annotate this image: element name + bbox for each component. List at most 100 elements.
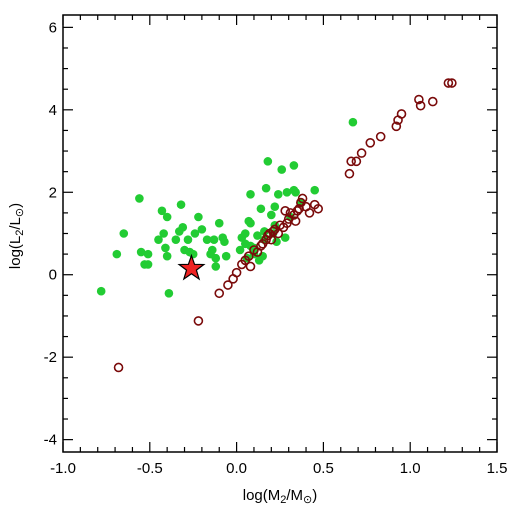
data-point-filled (260, 227, 269, 236)
axis-label-part: log(M (243, 487, 281, 504)
data-point-filled (188, 249, 198, 259)
data-point-open (415, 100, 426, 111)
data-point-filled (273, 190, 283, 199)
data-point-filled (143, 249, 153, 259)
data-point-filled (207, 245, 217, 255)
data-point-open (231, 267, 242, 278)
axis-label-part: /M (286, 487, 303, 504)
data-point-filled (348, 117, 358, 127)
axis-label-part: ) (312, 487, 317, 504)
data-point-filled (164, 288, 174, 298)
data-point-open (256, 241, 266, 251)
data-point-open (414, 94, 424, 105)
data-point-open (280, 206, 291, 216)
data-point-open (268, 226, 278, 237)
data-point-open (214, 288, 225, 299)
x-axis-label: log(M2/M⊙) (243, 487, 318, 506)
data-point-open (365, 138, 376, 148)
data-point-filled (282, 187, 292, 197)
data-point-filled (253, 231, 262, 240)
data-point-open (344, 168, 355, 179)
data-point-filled (154, 235, 163, 244)
data-point-open (346, 156, 356, 167)
axis-label-subscript: ⊙ (14, 208, 26, 217)
axes: -1.0 -0.5 0.0 0.5 1.0 1.5 -4 -2 0 2 4 6 (44, 14, 508, 477)
axis-label-part: log(L (7, 236, 24, 269)
data-point-filled (261, 183, 271, 193)
data-point-filled (289, 161, 299, 170)
data-point-open (375, 131, 386, 142)
data-point-open (443, 78, 454, 88)
x-tick-label: 0.0 (226, 460, 247, 477)
x-tick-label: -1.0 (50, 460, 76, 477)
data-point-filled (246, 190, 255, 199)
data-point-filled (211, 253, 221, 263)
data-point-filled (235, 245, 245, 255)
data-point-filled (214, 218, 224, 228)
axis-label-subscript: 2 (280, 494, 286, 506)
data-point-open (193, 316, 204, 326)
data-point-filled (221, 251, 231, 261)
data-point-filled (291, 187, 300, 197)
x-tick-label: 1.0 (400, 460, 421, 477)
data-point-filled (190, 229, 200, 238)
y-tick-label: -4 (44, 432, 57, 449)
axis-label-subscript: 2 (14, 230, 26, 236)
data-point-filled (194, 212, 203, 222)
data-point-filled (143, 260, 153, 269)
data-point-filled (136, 247, 146, 257)
data-point-open (356, 148, 367, 158)
data-point-filled (263, 157, 273, 166)
data-point-open (245, 261, 256, 272)
data-point-filled (246, 218, 255, 228)
y-axis-label: log(L2/L⊙) (7, 203, 26, 269)
y-tick-label: 4 (49, 102, 57, 119)
data-point-filled (211, 262, 221, 271)
data-point-filled (240, 229, 250, 238)
data-point-filled (220, 237, 229, 247)
axis-label-subscript: ⊙ (303, 494, 312, 506)
data-marks (96, 78, 457, 373)
x-tick-label: -0.5 (137, 460, 163, 477)
data-point-filled (171, 235, 181, 244)
y-tick-label: 0 (49, 267, 57, 284)
data-point-filled (159, 229, 168, 238)
data-point-filled (157, 206, 167, 216)
data-point-open (297, 193, 308, 204)
data-point-filled (178, 223, 188, 232)
data-point-open (292, 206, 303, 216)
data-point-filled (256, 204, 266, 214)
data-point-open (304, 208, 315, 218)
data-point-filled (162, 251, 172, 261)
data-point-open (313, 203, 323, 214)
data-point-filled (310, 185, 320, 195)
y-tick-label: -2 (44, 349, 57, 366)
data-point-filled (270, 202, 280, 212)
data-point-open (351, 156, 362, 167)
axis-label-part: ) (7, 203, 24, 208)
data-point-open (391, 121, 402, 132)
data-point-filled (277, 165, 287, 174)
y-tick-label: 6 (49, 19, 57, 36)
data-point-open (447, 78, 457, 88)
data-point-filled (272, 237, 281, 247)
data-point-filled (267, 210, 276, 220)
data-point-filled (135, 194, 144, 203)
data-point-filled (161, 243, 170, 253)
data-point-filled (197, 225, 207, 234)
data-point-open (223, 280, 233, 290)
data-point-filled (119, 229, 129, 238)
data-point-open (243, 251, 254, 261)
data-point-filled (112, 249, 122, 259)
data-point-filled (209, 235, 219, 244)
x-tick-label: 1.5 (487, 460, 508, 477)
data-point-open (290, 216, 301, 226)
data-point-filled (96, 286, 106, 296)
data-point-filled (176, 200, 186, 209)
data-point-open (396, 109, 407, 119)
data-point-star (177, 253, 206, 281)
data-point-filled (162, 212, 172, 222)
axis-label-part: /L (7, 217, 24, 230)
data-point-filled (183, 235, 193, 244)
